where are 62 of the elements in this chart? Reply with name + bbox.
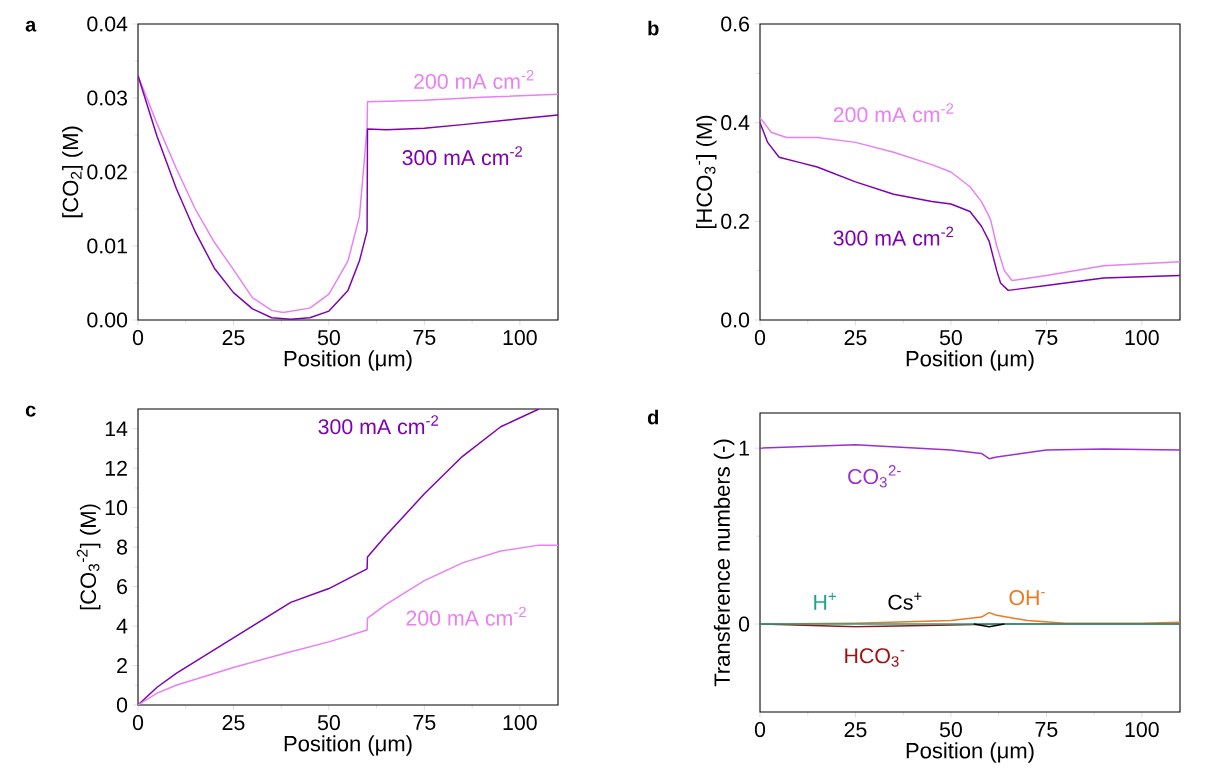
y-axis-title: [HCO$_{3}$$^{-}$] (M) bbox=[695, 115, 717, 229]
y-tick-label: 0.6 bbox=[721, 16, 750, 32]
series-label: 200 mA cm$^{-2}$ bbox=[833, 103, 954, 123]
x-tick-label: 50 bbox=[939, 722, 962, 738]
x-tick-label: 75 bbox=[413, 715, 436, 730]
x-tick-label: 75 bbox=[1035, 722, 1058, 737]
x-tick-label: 25 bbox=[222, 715, 245, 731]
y-tick-label: 0 bbox=[116, 697, 128, 713]
y-tick-label: 2 bbox=[117, 658, 127, 673]
series-label: CO$_{3}$2- bbox=[848, 465, 901, 488]
y-tick-label: 0.2 bbox=[721, 213, 749, 229]
y-tick-label: 6 bbox=[117, 579, 128, 595]
y-tick-label: 12 bbox=[105, 460, 127, 476]
x-tick-label: 100 bbox=[503, 330, 537, 346]
series-label: 200 mA cm$^{-2}$ bbox=[406, 606, 526, 626]
x-axis-title: Position (μm) bbox=[906, 742, 1034, 763]
y-tick-label: 0.02 bbox=[87, 164, 127, 180]
chart-title: d bbox=[647, 409, 659, 425]
series-label: OH$^{-}$ bbox=[1009, 590, 1045, 606]
x-axis-title: Position (μm) bbox=[284, 350, 412, 371]
y-tick-label: 14 bbox=[105, 421, 128, 437]
y-axis-title: [CO$_{2}$] (M) bbox=[62, 126, 83, 218]
y-tick-label: 0.00 bbox=[87, 312, 128, 328]
series-label: H$^{+}$ bbox=[814, 592, 836, 610]
chart-title: a bbox=[25, 20, 37, 32]
x-tick-label: 25 bbox=[844, 330, 867, 346]
x-tick-label: 75 bbox=[413, 330, 436, 345]
text: Cs$^{+}$ bbox=[888, 592, 922, 610]
x-tick-label: 100 bbox=[503, 715, 537, 731]
y-axis-title: [CO$_{3}$$^{-2}$] (M) bbox=[76, 504, 101, 610]
y-tick-label: 4 bbox=[116, 618, 128, 634]
y-tick-label: 8 bbox=[117, 539, 128, 555]
y-tick-label: 0.03 bbox=[87, 90, 128, 106]
y-tick-label: 0.04 bbox=[87, 16, 128, 32]
x-tick-label: 25 bbox=[222, 330, 245, 346]
y-tick-label: 0 bbox=[738, 616, 750, 632]
x-tick-label: 0 bbox=[132, 330, 144, 346]
chart-title: c bbox=[25, 405, 36, 417]
x-tick-label: 100 bbox=[1125, 330, 1159, 346]
x-tick-label: 0 bbox=[754, 330, 766, 346]
x-tick-label: 0 bbox=[754, 722, 766, 738]
y-tick-label: 1 bbox=[739, 440, 749, 456]
series-label: HCO$_{3}$- bbox=[845, 648, 905, 667]
y-axis-title: Transference numbers (-) bbox=[713, 439, 735, 687]
series-label: 300 mA cm$^{-2}$ bbox=[402, 146, 523, 166]
chart-title: b bbox=[648, 20, 659, 36]
x-axis-title: Position (μm) bbox=[906, 350, 1034, 371]
series-label: 300 mA cm$^{-2}$ bbox=[318, 415, 439, 435]
x-tick-label: 0 bbox=[132, 715, 144, 731]
x-tick-label: 75 bbox=[1035, 330, 1058, 345]
y-tick-label: 0.0 bbox=[721, 312, 750, 328]
x-axis-title: Position (μm) bbox=[284, 735, 412, 756]
x-tick-label: 50 bbox=[317, 330, 340, 346]
series-label: 300 mA cm$^{-2}$ bbox=[833, 226, 954, 246]
y-tick-label: 10 bbox=[105, 500, 128, 516]
series-label: 200 mA cm$^{-2}$ bbox=[414, 69, 534, 89]
x-tick-label: 50 bbox=[939, 330, 962, 346]
x-tick-label: 50 bbox=[317, 715, 340, 731]
x-tick-label: 100 bbox=[1125, 722, 1159, 738]
y-tick-label: 0.4 bbox=[721, 115, 750, 131]
x-tick-label: 25 bbox=[844, 722, 867, 738]
y-tick-label: 0.01 bbox=[87, 238, 127, 254]
